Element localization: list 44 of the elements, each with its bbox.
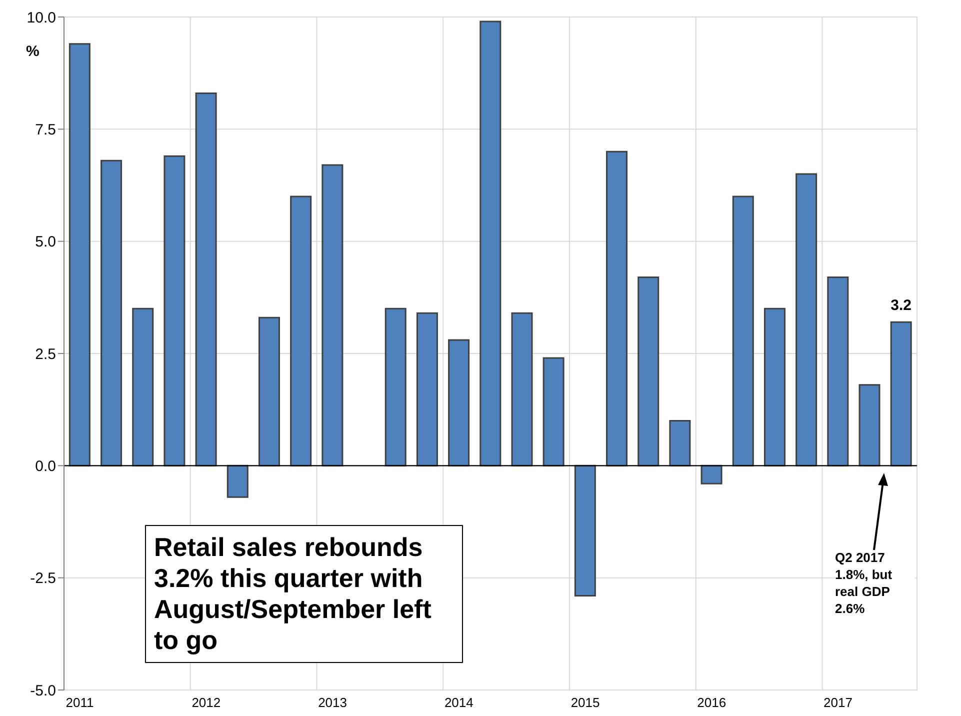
- bar: [732, 196, 754, 466]
- annotation: Retail sales rebounds 3.2% this quarter with August/September left to go: [145, 525, 463, 663]
- x-tick-label: 2011: [66, 695, 94, 710]
- bar: [226, 464, 248, 498]
- bar: [638, 276, 660, 466]
- y-tick-label: 5.0: [35, 234, 56, 251]
- y-tick-label: 0.0: [35, 458, 56, 475]
- bar: [258, 316, 280, 466]
- bar: [511, 312, 533, 466]
- annotation: Q2 2017 1.8%, but real GDP 2.6%: [835, 549, 915, 617]
- bar: [606, 150, 628, 466]
- bar: [100, 160, 122, 466]
- x-tick-label: 2013: [318, 695, 347, 710]
- x-tick-label: 2017: [824, 695, 852, 710]
- bar: [290, 196, 312, 466]
- bar: [858, 384, 880, 466]
- x-tick-label: 2014: [444, 695, 474, 710]
- bar: [322, 164, 344, 466]
- y-tick-label: 7.5: [35, 121, 56, 138]
- bar: [542, 357, 564, 466]
- bar: [384, 308, 406, 466]
- x-tick-label: 2015: [570, 695, 600, 710]
- bar: [68, 43, 90, 466]
- bar: [195, 92, 217, 466]
- y-tick-label: 10.0: [26, 9, 56, 26]
- bar: [827, 276, 849, 466]
- bar: [890, 321, 912, 466]
- y-tick-label: -5.0: [30, 682, 56, 700]
- y-tick-label: -2.5: [30, 570, 56, 588]
- bar: [164, 155, 186, 466]
- bar: [574, 464, 596, 597]
- bar: [480, 20, 502, 466]
- bar: [796, 173, 818, 466]
- x-tick-label: 2012: [192, 695, 221, 710]
- bar: [764, 308, 786, 466]
- bar: [416, 312, 438, 466]
- bar: [669, 420, 691, 466]
- data-label: 3.2: [890, 297, 912, 314]
- bar: [448, 339, 470, 466]
- bar: [132, 308, 154, 466]
- bar: [700, 464, 722, 484]
- y-tick-label: 2.5: [35, 346, 56, 363]
- y-axis-title: %: [26, 43, 40, 60]
- x-tick-label: 2016: [697, 695, 726, 710]
